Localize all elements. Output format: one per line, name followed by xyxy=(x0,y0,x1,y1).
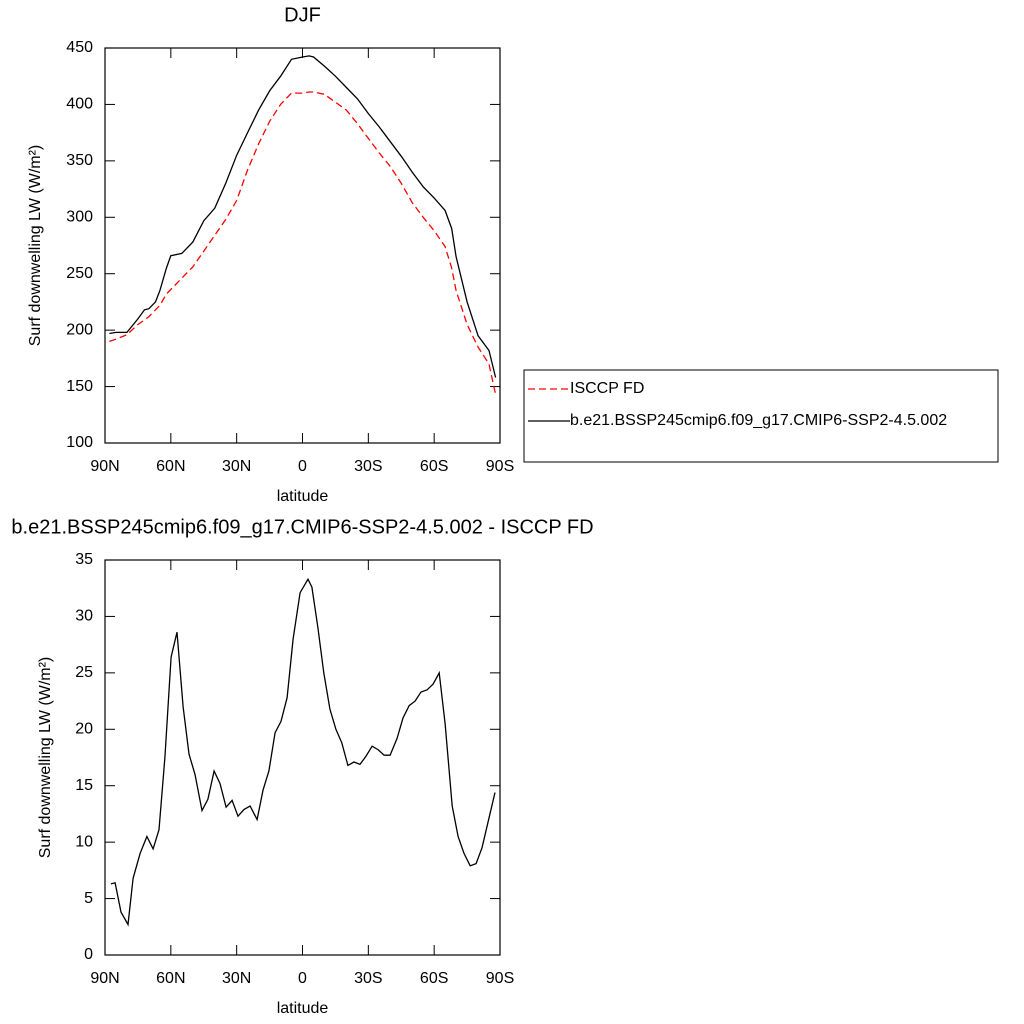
x-tick-label: 90S xyxy=(486,970,514,987)
plot-frame xyxy=(104,559,501,956)
x-tick-label: 60N xyxy=(156,970,185,987)
x-tick-label: 30S xyxy=(354,970,382,987)
y-tick-label: 35 xyxy=(75,551,93,568)
x-tick-label: 60N xyxy=(156,458,185,475)
y-tick-label: 250 xyxy=(66,265,93,282)
y-tick-label: 25 xyxy=(75,664,93,681)
x-tick-label: 60S xyxy=(420,458,448,475)
data-line xyxy=(110,577,496,927)
x-tick-label: 30S xyxy=(354,458,382,475)
x-tick-label: 90S xyxy=(486,458,514,475)
legend-box xyxy=(523,369,999,463)
y-axis-label: Surf downwelling LW (W/m²) xyxy=(37,657,54,859)
x-tick-label: 30N xyxy=(222,970,251,987)
chart-title: DJF xyxy=(284,4,321,26)
x-axis-label: latitude xyxy=(277,1000,329,1017)
x-axis-label: latitude xyxy=(277,488,329,505)
data-line xyxy=(109,55,497,378)
y-tick-label: 0 xyxy=(84,946,93,963)
y-tick-label: 10 xyxy=(75,833,93,850)
y-tick-label: 200 xyxy=(66,321,93,338)
x-tick-label: 90N xyxy=(90,970,119,987)
plot-frame xyxy=(104,47,501,444)
y-tick-label: 30 xyxy=(75,608,93,625)
y-tick-label: 350 xyxy=(66,152,93,169)
legend-label: b.e21.BSSP245cmip6.f09_g17.CMIP6-SSP2-4.… xyxy=(570,412,947,429)
y-tick-label: 400 xyxy=(66,96,93,113)
y-tick-label: 15 xyxy=(75,777,93,794)
y-tick-label: 20 xyxy=(75,721,93,738)
x-tick-label: 90N xyxy=(90,458,119,475)
y-tick-label: 450 xyxy=(66,39,93,56)
x-tick-label: 30N xyxy=(222,458,251,475)
x-tick-label: 0 xyxy=(298,970,307,987)
legend-label: ISCCP FD xyxy=(570,380,644,397)
x-tick-label: 0 xyxy=(298,458,307,475)
data-line xyxy=(109,91,497,395)
y-tick-label: 5 xyxy=(84,890,93,907)
x-tick-label: 60S xyxy=(420,970,448,987)
y-tick-label: 100 xyxy=(66,434,93,451)
chart-title: b.e21.BSSP245cmip6.f09_g17.CMIP6-SSP2-4.… xyxy=(11,516,593,538)
y-axis-label: Surf downwelling LW (W/m²) xyxy=(27,145,44,347)
y-tick-label: 150 xyxy=(66,378,93,395)
y-tick-label: 300 xyxy=(66,209,93,226)
